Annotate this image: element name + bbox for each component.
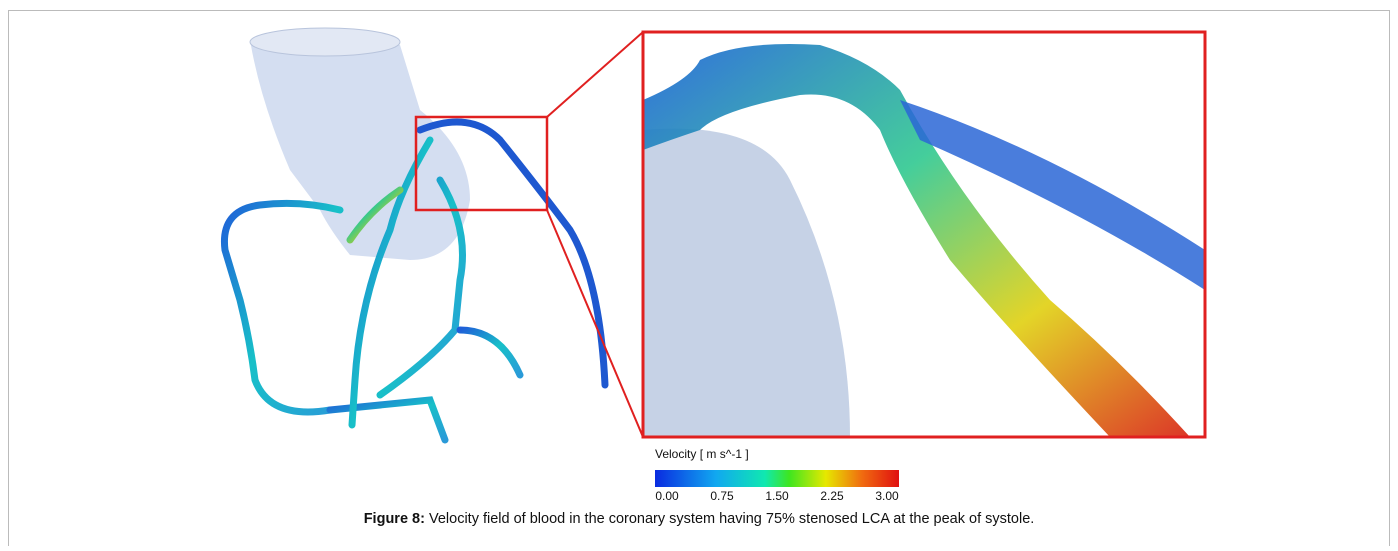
overview-image	[224, 28, 605, 440]
page: Velocity [ m s^-1 ] 0.00 0.75 1.50 2.25 3.00…	[0, 0, 1398, 546]
zoom-connector	[547, 210, 643, 437]
colorbar-tick-label: 3.00	[875, 489, 899, 503]
colorbar-tick-label: 0.75	[710, 489, 734, 503]
colorbar-tick-label: 1.50	[765, 489, 789, 503]
zoom-image	[643, 32, 1205, 437]
colorbar	[655, 470, 899, 487]
figure: Velocity [ m s^-1 ] 0.00 0.75 1.50 2.25 3.00…	[0, 0, 1398, 546]
caption: Figure 8: Velocity field of blood in the…	[364, 511, 1035, 527]
colorbar-tick-label: 0.00	[655, 489, 679, 503]
colorbar-tick-label: 2.25	[820, 489, 844, 503]
colorbar-title: Velocity [ m s^-1 ]	[655, 447, 749, 461]
caption-text: Velocity field of blood in the coronary …	[429, 511, 1034, 527]
zoom-connector	[547, 32, 643, 117]
colorbar-ticks: 0.00 0.75 1.50 2.25 3.00	[655, 489, 899, 503]
caption-label: Figure 8:	[364, 511, 425, 527]
